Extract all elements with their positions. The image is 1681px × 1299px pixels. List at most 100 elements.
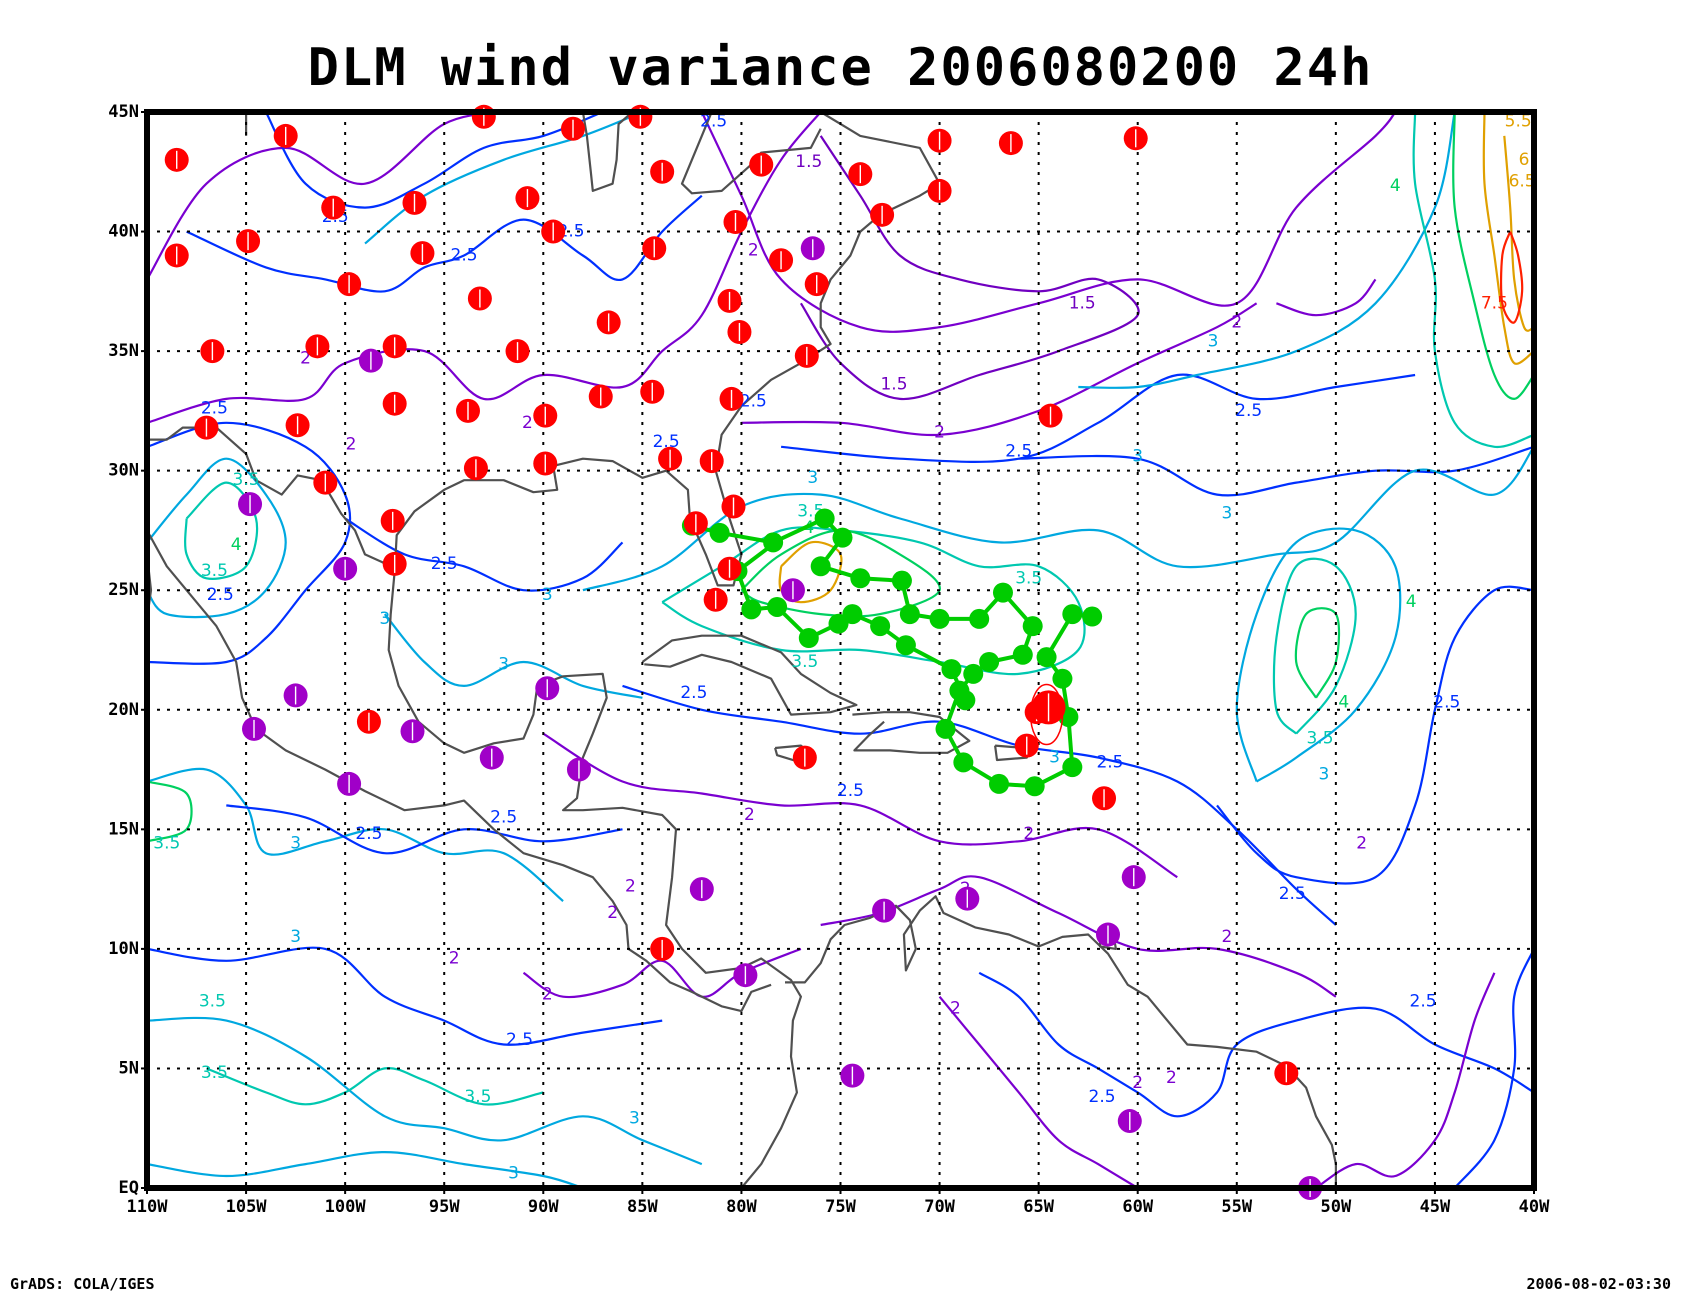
track-point	[709, 522, 730, 543]
observation-marker-red	[1038, 403, 1063, 428]
lon-tick-label: 60W	[1122, 1197, 1153, 1217]
contour-line	[1272, 557, 1357, 735]
coastline	[785, 895, 1337, 1188]
contour-label: 3	[1132, 446, 1143, 466]
observation-marker-red	[642, 236, 667, 261]
contour-label: 2	[950, 999, 961, 1019]
observation-marker-red	[356, 709, 381, 734]
lon-tick-label: 105W	[226, 1197, 268, 1217]
contour-line	[1235, 527, 1402, 783]
track-point	[935, 718, 956, 739]
track-point	[963, 663, 984, 684]
observation-marker-red	[164, 147, 189, 172]
contour-line	[1078, 112, 1456, 389]
observation-marker-red	[273, 123, 298, 148]
marker-layer	[164, 104, 1323, 1200]
contour-label: 1.5	[1069, 293, 1096, 313]
observation-marker-red	[200, 339, 225, 364]
contour-label: 2.5	[1096, 752, 1123, 772]
contour-label: 2.5	[1235, 401, 1262, 421]
observation-marker-red	[533, 451, 558, 476]
contour-label: 3	[629, 1109, 640, 1129]
contour-label: 1.5	[880, 375, 907, 395]
observation-marker-purple	[283, 683, 308, 708]
contour-label: 2	[346, 434, 357, 454]
contour-line	[661, 526, 1086, 676]
track-point	[953, 752, 974, 773]
track-point	[895, 635, 916, 656]
observation-marker-red	[382, 391, 407, 416]
observation-marker-purple	[400, 719, 425, 744]
track-point	[850, 568, 871, 589]
contour-label: 2.5	[558, 222, 585, 242]
contour-label: 2	[1023, 824, 1034, 844]
contour-label: 2	[449, 948, 460, 968]
observation-marker-red	[515, 186, 540, 211]
contour-label: 3	[290, 834, 301, 854]
observation-marker-red	[703, 587, 728, 612]
observation-marker-purple	[337, 771, 362, 796]
contour-line	[978, 971, 1534, 1118]
observation-marker-purple	[241, 716, 266, 741]
contour-line	[1482, 112, 1534, 365]
lon-tick-label: 100W	[325, 1197, 367, 1217]
observation-marker-purple	[955, 886, 980, 911]
contour-line	[1453, 948, 1534, 1188]
contour-line	[186, 194, 703, 293]
track-point	[992, 582, 1013, 603]
contour-line	[205, 1067, 544, 1106]
contour-label: 2	[625, 877, 636, 897]
contour-line	[820, 875, 1337, 998]
contour-label: 3	[498, 654, 509, 674]
observation-marker-red	[561, 116, 586, 141]
observation-marker-purple	[333, 556, 358, 581]
track-point	[798, 628, 819, 649]
track-point	[1052, 668, 1073, 689]
lat-tick-label: 45N	[108, 102, 139, 122]
observation-marker-red	[596, 310, 621, 335]
contour-line	[1315, 972, 1496, 1188]
footer-grads-label: GrADS: COLA/IGES	[10, 1275, 155, 1293]
contour-label: 2.5	[1433, 693, 1460, 713]
track-point	[1036, 647, 1057, 668]
track-point	[891, 570, 912, 591]
track-point	[969, 608, 990, 629]
contour-line	[147, 112, 822, 424]
lat-tick-label: 30N	[108, 461, 139, 481]
lon-tick-label: 70W	[924, 1197, 955, 1217]
contour-label: 3	[807, 468, 818, 488]
chart-title: DLM wind variance 2006080200 24h	[307, 38, 1374, 98]
contour-label: 3	[1221, 504, 1232, 524]
contour-label: 3.5	[1015, 568, 1042, 588]
contour-label: 2.5	[506, 1030, 533, 1050]
observation-marker-red	[717, 556, 742, 581]
lon-tick-label: 50W	[1320, 1197, 1351, 1217]
contour-label: 4	[1338, 693, 1349, 713]
contour-line	[226, 804, 623, 855]
contour-label: 2.5	[1410, 991, 1437, 1011]
contour-label: 3.5	[201, 561, 228, 581]
contour-line	[383, 613, 643, 699]
observation-marker-red	[382, 334, 407, 359]
track-point	[870, 616, 891, 637]
observation-marker-red	[749, 152, 774, 177]
observation-marker-red	[285, 413, 310, 438]
observation-marker-red	[650, 936, 675, 961]
contour-label: 2.5	[355, 824, 382, 844]
contour-label: 2.5	[451, 245, 478, 265]
lat-tick-label: EQ	[119, 1178, 139, 1198]
footer-timestamp: 2006-08-02-03:30	[1526, 1275, 1672, 1293]
lon-tick-label: 90W	[528, 1197, 559, 1217]
observation-marker-red	[1092, 786, 1117, 811]
contour-line	[622, 684, 1337, 926]
contour-label: 2	[607, 903, 618, 923]
coastline	[581, 112, 634, 192]
contour-label: 3.5	[233, 470, 260, 490]
track-point	[1062, 604, 1083, 625]
storm-center-marker	[1031, 690, 1066, 725]
observation-marker-purple	[689, 877, 714, 902]
contour-label: 2	[934, 422, 945, 442]
track-point	[989, 773, 1010, 794]
contour-label: 2.5	[740, 391, 767, 411]
contour-label: 2	[1231, 312, 1242, 332]
